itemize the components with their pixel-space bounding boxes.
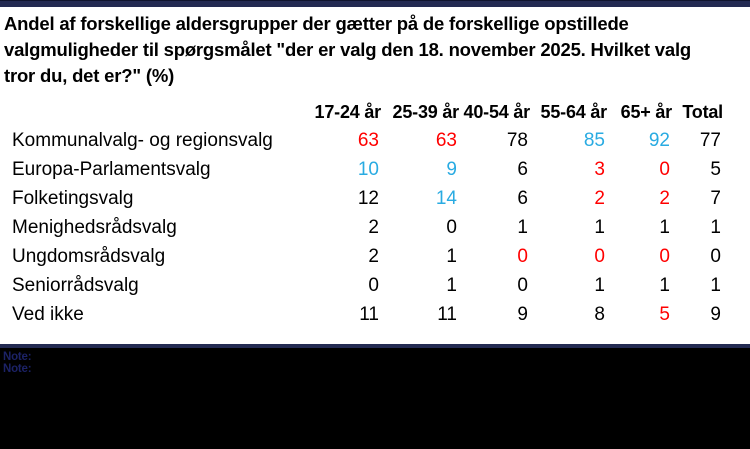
value-cell: 9 [517,303,528,325]
age-column-header: 25-39 år [392,102,460,122]
table-row: Menighedsrådsvalg 2 0 1 1 1 1 [12,213,723,242]
row-label: Seniorrådsvalg [12,274,139,296]
value-cell: 1 [710,216,721,238]
value-cell: 6 [517,187,528,209]
age-column-header: Total [682,102,723,122]
table-row: Ved ikke 11 11 9 8 5 9 [12,300,723,329]
value-cell: 0 [659,245,670,267]
row-label: Ungdomsrådsvalg [12,245,166,267]
value-cell: 1 [446,274,457,296]
page-title-line: tror du, det er?" (%) [4,65,175,86]
value-cell: 3 [594,158,605,180]
value-cell: 9 [710,303,721,325]
note-label: Note: [3,351,32,363]
table-header-row: 17-24 år 25-39 år 40-54 år 55-64 år 65+ år To… [12,99,724,126]
value-cell: 8 [594,303,605,325]
age-column-header: 40-54 år [463,102,531,122]
value-cell: 1 [594,216,605,238]
value-cell: 0 [710,245,721,267]
table-body: Kommunalvalg- og regionsvalg 63 63 78 85 92 77… [12,126,723,329]
value-cell: 0 [594,245,605,267]
age-column-header: 17-24 år [314,102,382,122]
table-row: Europa-Parlamentsvalg 10 9 6 3 0 5 [12,155,723,184]
value-cell: 1 [659,216,670,238]
table-row: Ungdomsrådsvalg 2 1 0 0 0 0 [12,242,723,271]
footer-divider [0,344,750,348]
footer-note-area: Note: Note: [0,348,750,449]
value-cell: 2 [368,245,379,267]
value-cell: 1 [517,216,528,238]
value-cell: 0 [368,274,379,296]
value-cell: 5 [659,303,670,325]
value-cell: 0 [446,216,457,238]
value-cell: 2 [659,187,670,209]
value-cell: 92 [648,129,670,151]
value-cell: 5 [710,158,721,180]
value-cell: 63 [435,129,457,151]
results-table: 17-24 år 25-39 år 40-54 år 55-64 år 65+ år To… [12,99,723,329]
value-cell: 1 [710,274,721,296]
table-row: Folketingsvalg 12 14 6 2 2 7 [12,184,723,213]
value-cell: 2 [368,216,379,238]
value-cell: 1 [659,274,670,296]
value-cell: 12 [357,187,379,209]
value-cell: 78 [506,129,528,151]
value-cell: 0 [659,158,670,180]
value-cell: 2 [594,187,605,209]
value-cell: 6 [517,158,528,180]
value-cell: 7 [710,187,721,209]
row-label: Menighedsrådsvalg [12,216,177,238]
page-title-line: Andel af forskellige aldersgrupper der g… [4,13,629,34]
corner-cell [12,99,308,126]
top-accent-bar [0,0,750,7]
row-label: Kommunalvalg- og regionsvalg [12,129,273,151]
row-label: Europa-Parlamentsvalg [12,158,211,180]
page-title: Andel af forskellige aldersgrupper der g… [4,11,742,89]
value-cell: 0 [517,274,528,296]
table-row: Kommunalvalg- og regionsvalg 63 63 78 85 92 77 [12,126,723,155]
value-cell: 11 [359,303,379,325]
value-cell: 63 [357,129,379,151]
value-cell: 1 [446,245,457,267]
value-cell: 11 [437,303,457,325]
table-row: Seniorrådsvalg 0 1 0 1 1 1 [12,271,723,300]
age-column-header: 55-64 år [540,102,608,122]
value-cell: 1 [594,274,605,296]
note-label: Note: [3,363,32,375]
value-cell: 77 [699,129,721,151]
row-label: Folketingsvalg [12,187,134,209]
value-cell: 0 [517,245,528,267]
age-column-header: 65+ år [620,102,673,122]
value-cell: 85 [583,129,605,151]
row-label: Ved ikke [12,303,84,325]
page-title-line: valgmuligheder til spørgsmålet "der er v… [4,39,691,60]
value-cell: 9 [446,158,457,180]
value-cell: 10 [357,158,379,180]
value-cell: 14 [435,187,457,209]
